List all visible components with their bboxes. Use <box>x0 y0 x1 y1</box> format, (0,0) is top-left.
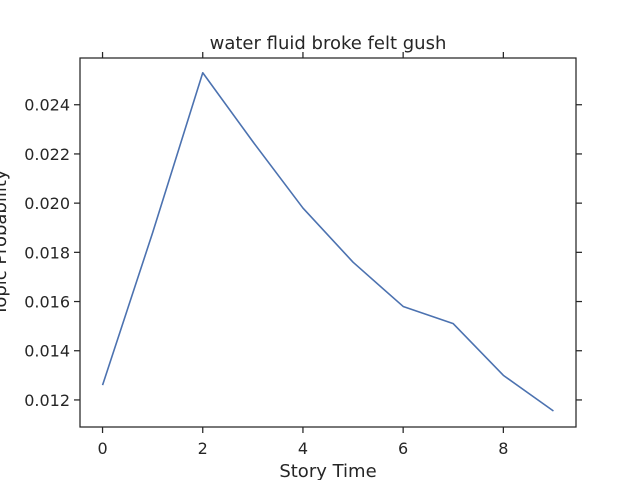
x-tick-label: 6 <box>398 439 408 458</box>
y-tick-label: 0.018 <box>24 243 70 262</box>
x-tick-label: 0 <box>97 439 107 458</box>
y-tick-label: 0.014 <box>24 342 70 361</box>
y-tick-label: 0.020 <box>24 194 70 213</box>
x-tick-label: 4 <box>298 439 308 458</box>
plot-frame <box>79 57 577 428</box>
x-axis-label: Story Time <box>279 461 376 480</box>
y-axis-label: Topic Probability <box>0 169 11 316</box>
y-tick-label: 0.012 <box>24 391 70 410</box>
y-tick-label: 0.016 <box>24 293 70 312</box>
series-line <box>101 71 554 412</box>
chart-title: water fluid broke felt gush <box>210 33 447 54</box>
axes: 0 2 4 6 8 0.012 0.014 0.016 0.018 0.020 0.022 0.024 <box>24 52 582 458</box>
x-tick-label: 8 <box>498 439 508 458</box>
series-layer <box>101 71 554 412</box>
x-tick-label: 2 <box>198 439 208 458</box>
y-tick-label: 0.024 <box>24 96 70 115</box>
y-tick-label: 0.022 <box>24 145 70 164</box>
